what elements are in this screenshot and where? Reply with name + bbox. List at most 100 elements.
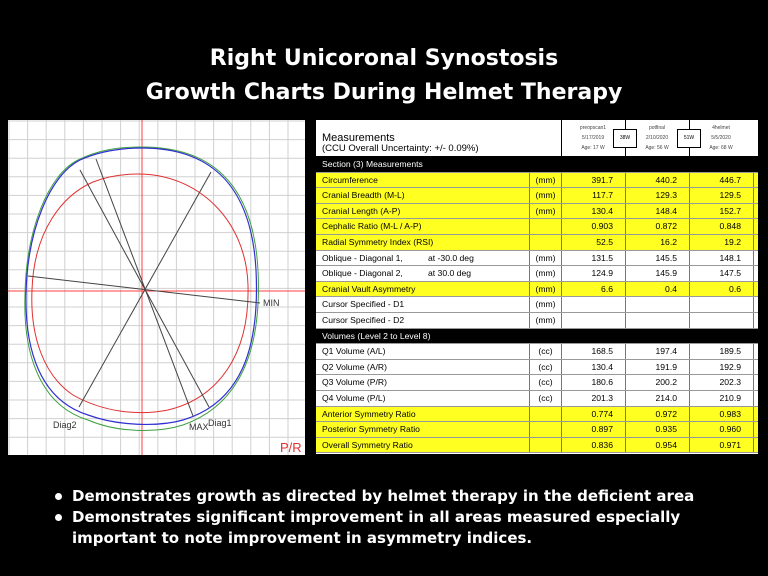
- section-header: Section (3) Measurements: [316, 157, 758, 173]
- value-cell: 197.4: [626, 344, 690, 359]
- row-label: Q2 Volume (A/R): [322, 361, 387, 372]
- table-row: Cranial Breadth (M-L) (mm) 117.7 129.3 129.5: [316, 188, 758, 204]
- value-cell: 180.6: [562, 375, 626, 390]
- unit-cell: (cc): [530, 344, 562, 359]
- value-cell: 0.872: [626, 219, 690, 234]
- min-line: [27, 275, 261, 304]
- value-cell: 201.3: [562, 390, 626, 406]
- value-cell: 130.4: [562, 359, 626, 375]
- value-cell: 210.9: [690, 390, 754, 406]
- row-label-cell: Cursor Specified - D1: [316, 297, 530, 312]
- value-cell: [690, 297, 754, 312]
- table-row: Q1 Volume (A/L) (cc) 168.5 197.4 189.5: [316, 344, 758, 360]
- row-label: Q1 Volume (A/L): [322, 346, 386, 357]
- value-cell: 189.5: [690, 344, 754, 359]
- orientation-label: P/R: [280, 440, 302, 455]
- row-label-cell: Q1 Volume (A/L): [316, 344, 530, 359]
- value-cell: [690, 312, 754, 328]
- value-cell: 0.954: [626, 437, 690, 453]
- row-label: Oblique - Diagonal 2,: [322, 268, 403, 279]
- row-label-cell: Overall Symmetry Ratio: [316, 437, 530, 453]
- min-label: MIN: [263, 298, 280, 308]
- section-label: Volumes (Level 2 to Level 8): [322, 330, 431, 341]
- diag2-line: [78, 171, 212, 408]
- value-cell: 152.7: [690, 203, 754, 219]
- table-row: Cursor Specified - D2 (mm): [316, 312, 758, 329]
- table-row: Q4 Volume (P/L) (cc) 201.3 214.0 210.9: [316, 390, 758, 407]
- scan-date: 5/5/2020: [711, 135, 731, 141]
- section-label: Section (3) Measurements: [322, 159, 423, 169]
- value-cell: 391.7: [562, 172, 626, 188]
- value-cell: 52.5: [562, 234, 626, 250]
- value-cell: 130.4: [562, 203, 626, 219]
- value-cell: 148.4: [626, 203, 690, 219]
- value-cell: 0.897: [562, 422, 626, 437]
- unit-cell: (cc): [530, 359, 562, 375]
- value-cell: 200.2: [626, 375, 690, 390]
- row-label: Cursor Specified - D2: [322, 314, 405, 325]
- unit-cell: [530, 406, 562, 422]
- table-row: Cursor Specified - D1 (mm): [316, 297, 758, 313]
- row-label: Circumference: [322, 174, 378, 185]
- row-sublabel: at 30.0 deg: [428, 268, 472, 279]
- uncertainty-note: (CCU Overall Uncertainty: +/- 0.09%): [322, 143, 479, 154]
- divider: [561, 120, 562, 156]
- value-cell: 191.9: [626, 359, 690, 375]
- value-cell: 19.2: [690, 234, 754, 250]
- value-cell: 6.6: [562, 281, 626, 297]
- table-row: Posterior Symmetry Ratio 0.897 0.935 0.960: [316, 422, 758, 438]
- value-cell: 0.836: [562, 437, 626, 453]
- table-row: Oblique - Diagonal 1, at -30.0 deg (mm) 131…: [316, 250, 758, 267]
- interval-box: 51W: [677, 129, 701, 148]
- row-label-cell: Q2 Volume (A/R): [316, 359, 530, 375]
- unit-cell: (cc): [530, 390, 562, 406]
- table-row: Q3 Volume (P/R) (cc) 180.6 200.2 202.3: [316, 375, 758, 391]
- row-sublabel: at -30.0 deg: [428, 252, 474, 263]
- scan-header: preopscan1 5/17/2019 Age: 17 W: [561, 123, 625, 153]
- unit-cell: (mm): [530, 203, 562, 219]
- scan-age: Age: 17 W: [581, 145, 605, 151]
- row-label-cell: Cephalic Ratio (M-L / A-P): [316, 219, 530, 234]
- value-cell: 168.5: [562, 344, 626, 359]
- value-cell: 446.7: [690, 172, 754, 188]
- diag1-line: [79, 169, 210, 408]
- value-cell: 0.4: [626, 281, 690, 297]
- row-label: Q4 Volume (P/L): [322, 392, 386, 403]
- value-cell: [562, 297, 626, 312]
- row-label-cell: Radial Symmetry Index (RSI): [316, 234, 530, 250]
- value-cell: 0.983: [690, 406, 754, 422]
- table-row: Circumference (mm) 391.7 440.2 446.7: [316, 172, 758, 189]
- unit-cell: (mm): [530, 188, 562, 203]
- bullet-item: Demonstrates significant improvement in …: [50, 507, 750, 549]
- title-line-1: Right Unicoronal Synostosis: [209, 46, 559, 71]
- row-label: Radial Symmetry Index (RSI): [322, 236, 434, 247]
- row-label-cell: Posterior Symmetry Ratio: [316, 422, 530, 437]
- scan-header: 4helmet 5/5/2020 Age: 68 W: [689, 123, 753, 153]
- bullet-list: Demonstrates growth as directed by helme…: [50, 486, 750, 549]
- value-cell: 0.960: [690, 422, 754, 437]
- unit-cell: (mm): [530, 266, 562, 281]
- title-line-2: Growth Charts During Helmet Therapy: [145, 80, 623, 105]
- value-cell: 192.9: [690, 359, 754, 375]
- row-label-cell: Oblique - Diagonal 1, at -30.0 deg: [316, 250, 530, 266]
- table-row: Cranial Length (A-P) (mm) 130.4 148.4 152.7: [316, 203, 758, 220]
- unit-cell: [530, 219, 562, 234]
- unit-cell: (mm): [530, 250, 562, 266]
- row-label: Oblique - Diagonal 1,: [322, 252, 403, 263]
- scan-date: 5/17/2019: [581, 135, 605, 141]
- value-cell: 16.2: [626, 234, 690, 250]
- row-label-cell: Q3 Volume (P/R): [316, 375, 530, 390]
- row-label: Cranial Breadth (M-L): [322, 190, 405, 201]
- measurement-lines: [27, 158, 261, 417]
- value-cell: 148.1: [690, 250, 754, 266]
- value-cell: 129.3: [626, 188, 690, 203]
- unit-cell: [530, 437, 562, 453]
- value-cell: 0.774: [562, 406, 626, 422]
- row-label-cell: Cranial Length (A-P): [316, 203, 530, 219]
- row-label-cell: Cranial Breadth (M-L): [316, 188, 530, 203]
- table-header: Measurements (CCU Overall Uncertainty: +…: [316, 120, 758, 157]
- value-cell: 0.903: [562, 219, 626, 234]
- row-label: Cranial Length (A-P): [322, 205, 401, 216]
- unit-cell: [530, 422, 562, 437]
- row-label: Cursor Specified - D1: [322, 299, 405, 310]
